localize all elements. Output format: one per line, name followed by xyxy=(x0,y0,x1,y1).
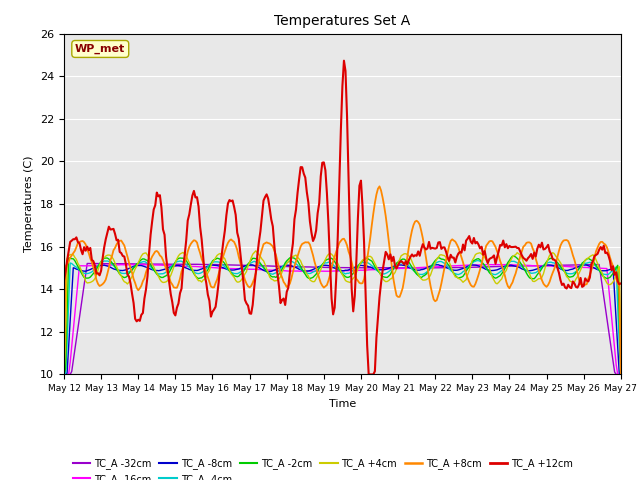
TC_A -8cm xyxy=(76,267,83,273)
Title: Temperatures Set A: Temperatures Set A xyxy=(275,14,410,28)
TC_A -2cm xyxy=(509,253,516,259)
TC_A +8cm xyxy=(617,372,625,377)
TC_A +4cm xyxy=(397,253,405,259)
TC_A -8cm xyxy=(164,265,172,271)
TC_A -32cm xyxy=(165,261,173,267)
Line: TC_A -32cm: TC_A -32cm xyxy=(64,264,621,374)
TC_A -16cm xyxy=(139,262,147,267)
TC_A -4cm xyxy=(396,260,403,266)
TC_A -32cm xyxy=(617,372,625,377)
X-axis label: Time: Time xyxy=(329,399,356,408)
TC_A +8cm xyxy=(397,290,405,296)
TC_A +8cm xyxy=(60,371,68,377)
TC_A +4cm xyxy=(252,248,260,254)
Line: TC_A -2cm: TC_A -2cm xyxy=(64,256,621,374)
TC_A +4cm xyxy=(617,342,625,348)
TC_A +12cm xyxy=(617,281,625,287)
TC_A -2cm xyxy=(377,272,385,278)
TC_A +4cm xyxy=(60,372,68,377)
TC_A -4cm xyxy=(473,258,481,264)
TC_A -4cm xyxy=(76,267,83,273)
TC_A +4cm xyxy=(550,251,558,257)
TC_A -8cm xyxy=(550,263,558,269)
TC_A -2cm xyxy=(60,372,68,377)
TC_A -16cm xyxy=(165,263,173,268)
TC_A -16cm xyxy=(76,263,83,269)
TC_A -16cm xyxy=(379,266,387,272)
TC_A -8cm xyxy=(377,267,385,273)
Legend: TC_A -32cm, TC_A -16cm, TC_A -8cm, TC_A -4cm, TC_A -2cm, TC_A +4cm, TC_A +8cm, T: TC_A -32cm, TC_A -16cm, TC_A -8cm, TC_A … xyxy=(69,454,577,480)
TC_A +12cm xyxy=(340,58,348,63)
TC_A +12cm xyxy=(60,277,68,283)
TC_A -32cm xyxy=(397,265,405,271)
Line: TC_A -4cm: TC_A -4cm xyxy=(64,261,621,374)
TC_A +4cm xyxy=(410,262,417,268)
TC_A -2cm xyxy=(408,264,416,270)
TC_A -16cm xyxy=(60,372,68,377)
TC_A -2cm xyxy=(76,266,83,272)
TC_A +8cm xyxy=(550,266,558,272)
TC_A -4cm xyxy=(408,266,416,272)
TC_A -16cm xyxy=(617,372,625,377)
TC_A -16cm xyxy=(397,265,405,271)
TC_A -32cm xyxy=(410,265,417,271)
TC_A +12cm xyxy=(552,258,559,264)
TC_A +8cm xyxy=(410,222,417,228)
TC_A -32cm xyxy=(379,265,387,271)
Text: WP_met: WP_met xyxy=(75,44,125,54)
TC_A -8cm xyxy=(617,372,625,377)
Line: TC_A -8cm: TC_A -8cm xyxy=(64,265,621,374)
TC_A +12cm xyxy=(380,258,388,264)
TC_A -8cm xyxy=(396,262,403,268)
TC_A +4cm xyxy=(164,278,172,284)
TC_A -8cm xyxy=(408,266,416,272)
TC_A +8cm xyxy=(76,239,83,245)
Line: TC_A +4cm: TC_A +4cm xyxy=(64,251,621,374)
TC_A -4cm xyxy=(377,271,385,276)
TC_A -2cm xyxy=(617,368,625,374)
TC_A -4cm xyxy=(164,268,172,274)
TC_A +4cm xyxy=(76,263,83,269)
TC_A +12cm xyxy=(76,240,83,246)
TC_A -32cm xyxy=(60,372,68,377)
TC_A -4cm xyxy=(60,372,68,377)
TC_A -2cm xyxy=(396,258,403,264)
TC_A -32cm xyxy=(76,314,83,320)
TC_A -2cm xyxy=(164,272,172,277)
TC_A -8cm xyxy=(435,262,442,268)
TC_A +12cm xyxy=(365,372,372,377)
TC_A -8cm xyxy=(60,372,68,377)
Y-axis label: Temperatures (C): Temperatures (C) xyxy=(24,156,35,252)
TC_A -16cm xyxy=(410,265,417,271)
Line: TC_A +8cm: TC_A +8cm xyxy=(64,186,621,374)
TC_A -32cm xyxy=(550,263,558,268)
TC_A -4cm xyxy=(550,260,558,266)
TC_A +8cm xyxy=(376,183,383,189)
TC_A +8cm xyxy=(379,195,387,201)
Line: TC_A +12cm: TC_A +12cm xyxy=(64,60,621,374)
Line: TC_A -16cm: TC_A -16cm xyxy=(64,264,621,374)
TC_A -32cm xyxy=(83,261,91,266)
TC_A +12cm xyxy=(164,267,172,273)
TC_A -4cm xyxy=(617,372,625,377)
TC_A -16cm xyxy=(550,264,558,269)
TC_A +12cm xyxy=(399,260,406,265)
TC_A +4cm xyxy=(379,276,387,281)
TC_A -2cm xyxy=(550,257,558,263)
TC_A +8cm xyxy=(164,271,172,277)
TC_A +12cm xyxy=(412,252,419,258)
